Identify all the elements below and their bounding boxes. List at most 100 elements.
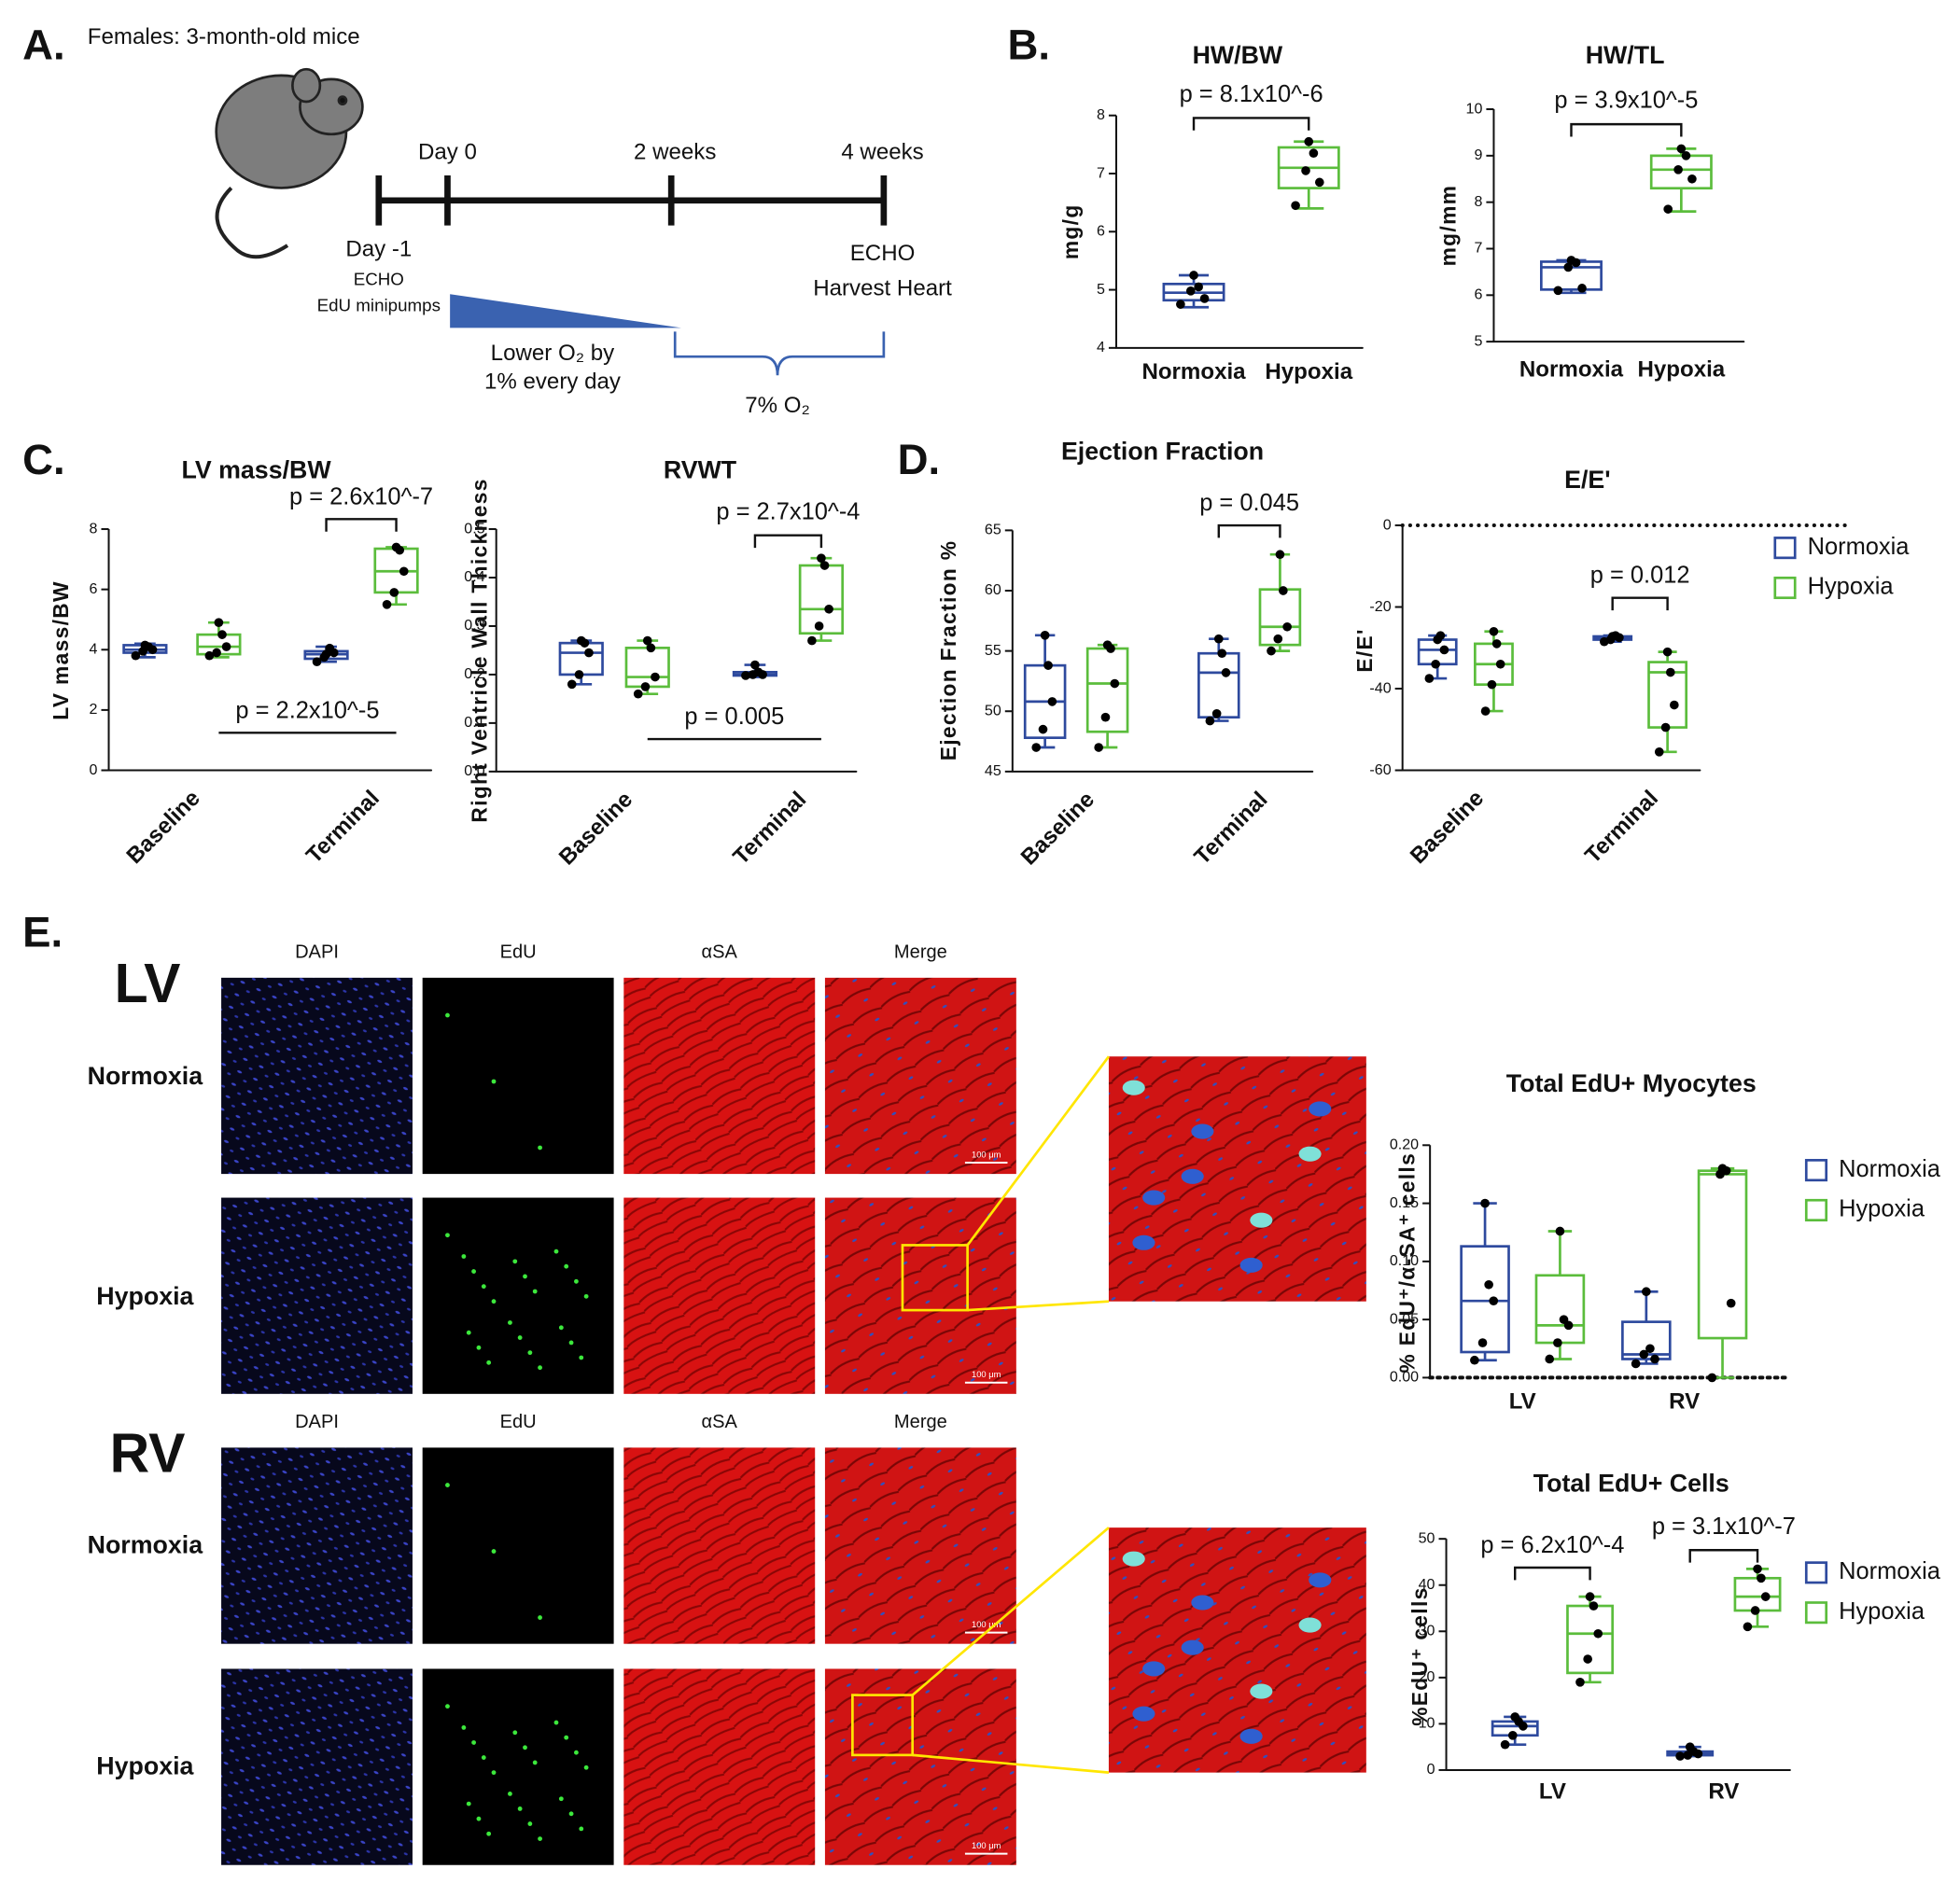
box bbox=[1460, 1245, 1510, 1354]
edu-nucleus bbox=[583, 1764, 589, 1770]
scale-bar-label: 100 μm bbox=[972, 1841, 1001, 1850]
column-header: DAPI bbox=[295, 942, 339, 962]
nucleus bbox=[1309, 1572, 1332, 1588]
data-point bbox=[646, 643, 656, 653]
edu-nucleus bbox=[574, 1278, 579, 1284]
ramp-label: Lower O₂ by bbox=[491, 341, 615, 366]
edu-nucleus bbox=[445, 1704, 450, 1709]
data-point bbox=[1717, 1164, 1728, 1174]
data-point bbox=[212, 648, 221, 658]
nucleus bbox=[1191, 1123, 1214, 1139]
data-point bbox=[1510, 1712, 1520, 1722]
data-point bbox=[1707, 1373, 1717, 1383]
significance-bracket bbox=[1217, 523, 1281, 538]
data-point bbox=[1750, 1606, 1760, 1615]
edu-nucleus bbox=[553, 1248, 559, 1254]
scale-bar-label: 100 μm bbox=[972, 1150, 1001, 1159]
y-tick-label: 0 bbox=[1383, 516, 1392, 533]
column-header: αSA bbox=[702, 1412, 738, 1432]
edu-nucleus bbox=[486, 1831, 492, 1836]
nucleus bbox=[1181, 1639, 1204, 1655]
y-tick-label: 6 bbox=[1097, 223, 1105, 240]
y-axis-label: mg/g bbox=[1058, 203, 1083, 259]
scale-bar-label: 100 μm bbox=[972, 1620, 1001, 1629]
y-axis-label: %EdU⁺ cells bbox=[1407, 1586, 1432, 1725]
data-point bbox=[1631, 1359, 1641, 1369]
edu-nucleus bbox=[445, 1012, 450, 1018]
y-axis-label: LV mass/BW bbox=[49, 580, 73, 720]
y-tick-label: 50 bbox=[985, 702, 1001, 718]
panel-label: D. bbox=[898, 436, 941, 483]
x-tick-label: RV bbox=[1669, 1389, 1700, 1415]
x-tick-label: RV bbox=[1708, 1778, 1739, 1804]
x-tick-label: Hypoxia bbox=[1265, 359, 1352, 384]
x-tick-label: Normoxia bbox=[1141, 359, 1246, 384]
box bbox=[558, 641, 604, 676]
data-point bbox=[1279, 586, 1288, 595]
legend-swatch bbox=[1804, 1198, 1828, 1221]
data-point bbox=[1480, 706, 1491, 716]
data-point bbox=[640, 682, 651, 691]
edu-nucleus bbox=[517, 1806, 523, 1811]
y-axis-label: Right Ventricle Wall Thickness bbox=[468, 478, 492, 822]
y-tick-label: 0.1 bbox=[464, 714, 484, 731]
legend-swatch bbox=[1773, 576, 1797, 600]
data-point bbox=[1654, 747, 1664, 757]
x-tick-label: Baseline bbox=[554, 787, 637, 870]
end-label: Harvest Heart bbox=[813, 275, 952, 300]
end-label: ECHO bbox=[850, 241, 916, 266]
data-point bbox=[807, 635, 817, 646]
box bbox=[798, 564, 845, 635]
data-point bbox=[1194, 282, 1203, 292]
data-point bbox=[1431, 659, 1440, 669]
data-point bbox=[204, 650, 215, 661]
data-point bbox=[1273, 634, 1283, 644]
box bbox=[1733, 1576, 1782, 1612]
data-point bbox=[574, 670, 584, 679]
data-point bbox=[1040, 630, 1050, 640]
data-point bbox=[741, 671, 750, 680]
edu-nucleus bbox=[517, 1335, 523, 1340]
x-tick-label: LV bbox=[1509, 1389, 1536, 1415]
data-point bbox=[1566, 256, 1576, 265]
data-point bbox=[1593, 1628, 1603, 1639]
data-point bbox=[1666, 667, 1675, 677]
data-point bbox=[1639, 1349, 1649, 1360]
legend-label: Hypoxia bbox=[1808, 574, 1895, 600]
data-point bbox=[750, 660, 760, 670]
data-point bbox=[1583, 1654, 1592, 1664]
chart-title: HW/BW bbox=[1193, 41, 1283, 69]
y-tick-label: -60 bbox=[1369, 761, 1391, 778]
edu-nucleus bbox=[491, 1299, 497, 1304]
edu-nucleus bbox=[579, 1826, 584, 1832]
y-tick-label: 9 bbox=[1474, 146, 1482, 163]
chart-title: LV mass/BW bbox=[181, 456, 331, 484]
data-point bbox=[1500, 1739, 1510, 1750]
x-tick-label: Hypoxia bbox=[1637, 356, 1725, 382]
panel-label: B. bbox=[1007, 21, 1050, 68]
data-point bbox=[1642, 1287, 1651, 1297]
data-point bbox=[1185, 286, 1196, 296]
edu-nucleus bbox=[491, 1079, 497, 1084]
p-value: p = 0.005 bbox=[684, 704, 784, 730]
nucleus bbox=[1122, 1551, 1145, 1567]
data-point bbox=[312, 657, 322, 667]
data-point bbox=[221, 642, 231, 651]
data-point bbox=[1607, 632, 1617, 641]
data-point bbox=[1495, 659, 1505, 669]
data-point bbox=[1301, 166, 1310, 175]
data-point bbox=[1480, 1198, 1490, 1208]
data-point bbox=[1100, 712, 1111, 722]
significance-bracket bbox=[1611, 596, 1669, 611]
y-tick-label: 55 bbox=[985, 642, 1001, 659]
x-tick-label: Terminal bbox=[728, 787, 811, 870]
x-tick-label: Normoxia bbox=[1519, 356, 1624, 382]
y-tick-label: 65 bbox=[985, 522, 1001, 538]
data-point bbox=[1439, 645, 1449, 655]
y-tick-label: 10 bbox=[1466, 100, 1483, 117]
data-point bbox=[1687, 174, 1697, 184]
data-point bbox=[1038, 724, 1048, 734]
data-point bbox=[1477, 1338, 1488, 1347]
significance-bracket bbox=[753, 534, 823, 549]
significance-bracket bbox=[1514, 1566, 1591, 1581]
